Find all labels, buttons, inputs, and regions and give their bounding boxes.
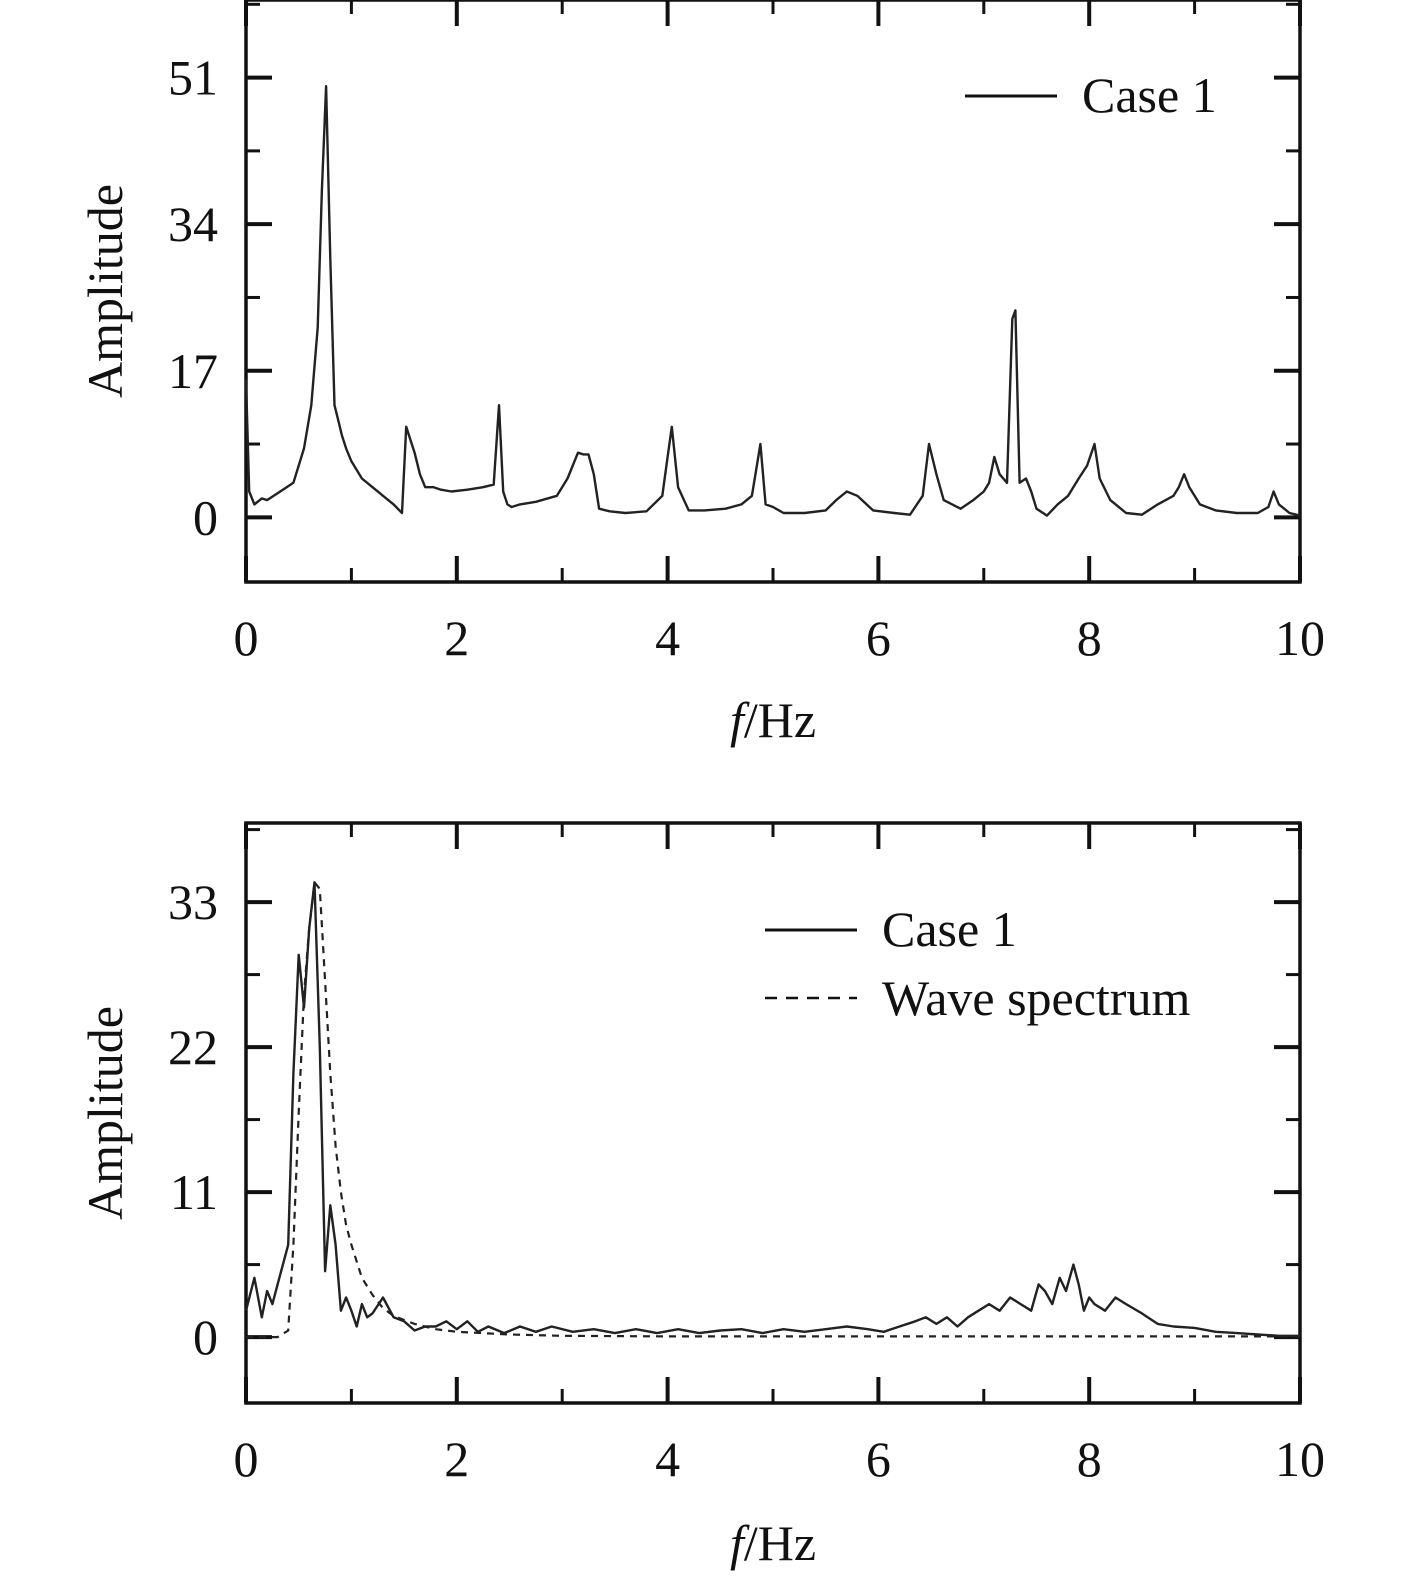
legend-label-case-1: Case 1 <box>1082 67 1217 123</box>
x-axis-title: f/Hz <box>730 692 816 748</box>
x-tick-label: 2 <box>444 1431 469 1487</box>
chart-panel-top: 0 2 4 6 8 10 0 17 34 51 Amplitude f/Hz Case 1 <box>77 0 1325 748</box>
axis-ticks <box>244 0 1302 582</box>
y-axis-title: Amplitude <box>77 1006 133 1220</box>
y-tick-label: 0 <box>193 489 218 545</box>
x-axis-title: f/Hz <box>730 1515 816 1571</box>
x-tick-label: 2 <box>444 610 469 666</box>
legend: Case 1 <box>965 67 1217 123</box>
x-tick-label: 6 <box>866 610 891 666</box>
plot-frame <box>244 821 1302 1405</box>
legend-label-wave-spectrum: Wave spectrum <box>882 970 1190 1026</box>
y-tick-label: 11 <box>170 1164 218 1220</box>
series-line-case-1 <box>244 881 1300 1338</box>
series-line-case-1 <box>244 84 1301 517</box>
series-layer <box>244 879 1300 1339</box>
x-axis-title-unit: /Hz <box>744 692 816 748</box>
y-tick-label: 22 <box>168 1019 218 1075</box>
y-axis-title: Amplitude <box>77 184 133 398</box>
x-tick-label: 0 <box>234 1431 259 1487</box>
x-tick-label: 10 <box>1275 1431 1325 1487</box>
x-tick-label: 8 <box>1077 610 1102 666</box>
x-tick-label: 4 <box>655 610 680 666</box>
chart-panel-bottom: 0 2 4 6 8 10 0 11 22 33 Amplitude f/Hz Case 1 Wav… <box>77 821 1325 1571</box>
x-tick-label: 6 <box>866 1431 891 1487</box>
axis-ticks <box>244 823 1302 1403</box>
series-layer <box>244 84 1301 517</box>
x-tick-label: 10 <box>1275 610 1325 666</box>
series-line-wave-spectrum <box>246 879 1300 1339</box>
x-tick-label: 8 <box>1077 1431 1102 1487</box>
x-tick-label: 4 <box>655 1431 680 1487</box>
y-tick-label: 34 <box>168 196 218 252</box>
legend-label-case-1: Case 1 <box>882 901 1017 957</box>
legend: Case 1 Wave spectrum <box>765 901 1190 1026</box>
y-tick-label: 33 <box>168 874 218 930</box>
x-tick-label: 0 <box>234 610 259 666</box>
y-tick-label: 0 <box>193 1309 218 1365</box>
tick-labels: 0 2 4 6 8 10 0 11 22 33 <box>168 874 1325 1487</box>
y-tick-label: 17 <box>168 343 218 399</box>
tick-labels: 0 2 4 6 8 10 0 17 34 51 <box>168 50 1325 666</box>
y-tick-label: 51 <box>168 50 218 106</box>
x-axis-title-unit: /Hz <box>744 1515 816 1571</box>
